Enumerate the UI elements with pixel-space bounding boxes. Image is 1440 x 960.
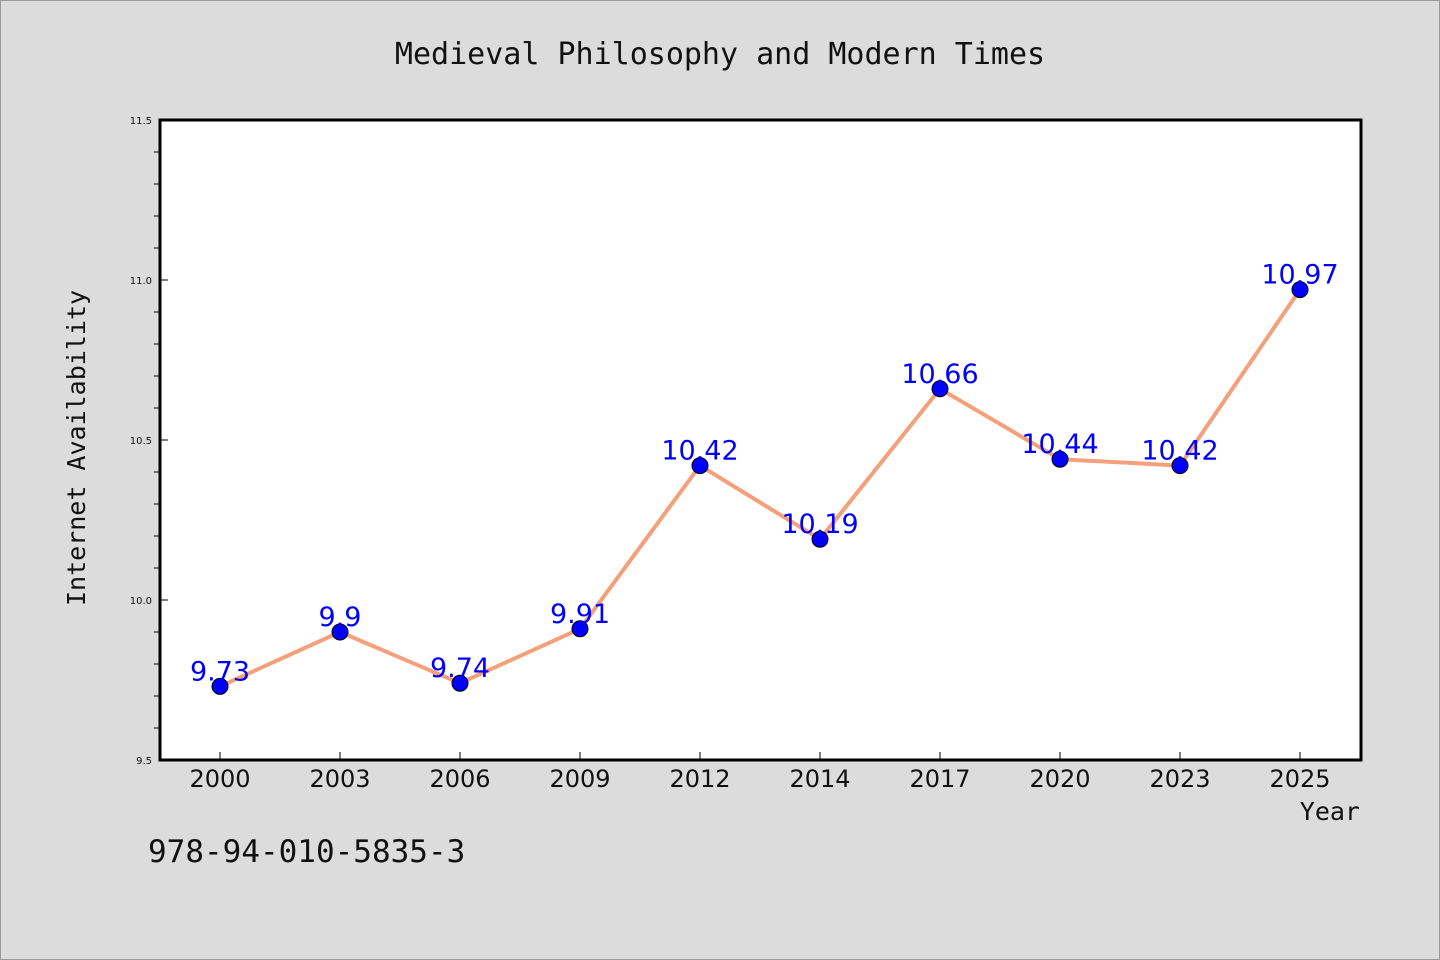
data-label: 9.9 (319, 602, 362, 633)
data-label: 10.66 (901, 359, 978, 390)
x-tick-label: 2014 (789, 765, 850, 793)
y-axis: 9.5 10.0 10.5 11.0 11.5 (130, 116, 168, 767)
y-tick-label: 9.5 (136, 756, 152, 767)
y-tick-label: 11.5 (130, 116, 152, 127)
data-point (451, 674, 469, 692)
x-tick-label: 2000 (189, 765, 250, 793)
x-tick-label: 2017 (909, 765, 970, 793)
data-point (811, 530, 829, 548)
data-point (1051, 450, 1069, 468)
plot-area (158, 118, 1363, 762)
data-label: 10.19 (781, 509, 858, 540)
data-point (211, 677, 229, 695)
data-label: 9.74 (430, 653, 490, 684)
data-point (1291, 281, 1309, 299)
data-point (691, 457, 709, 475)
data-label: 9.73 (190, 656, 250, 687)
data-point (571, 620, 589, 638)
x-tick-label: 2020 (1029, 765, 1090, 793)
y-tick-label: 10.5 (130, 436, 152, 447)
data-point (1171, 457, 1189, 475)
data-label: 10.44 (1021, 429, 1098, 460)
data-point (931, 380, 949, 398)
data-label: 9.91 (550, 599, 610, 630)
x-tick-label: 2006 (429, 765, 490, 793)
data-label: 10.42 (661, 436, 738, 467)
data-label: 10.97 (1261, 260, 1338, 291)
x-tick-label: 2003 (309, 765, 370, 793)
isbn-text: 978-94-010-5835-3 (148, 834, 466, 870)
x-tick-label: 2023 (1149, 765, 1210, 793)
x-tick-label: 2012 (669, 765, 730, 793)
y-tick-label: 11.0 (130, 276, 152, 287)
series-line (219, 288, 1302, 689)
x-tick-label: 2009 (549, 765, 610, 793)
data-label: 10.42 (1141, 436, 1218, 467)
chart-title: Medieval Philosophy and Modern Times (395, 37, 1045, 72)
data-series: 9.73 9.9 9.74 9.91 10.42 10.19 10.66 10.44 10.42… (190, 260, 1339, 695)
data-point (331, 623, 349, 641)
x-axis-label: Year (1300, 797, 1360, 826)
y-axis-label: Internet Availability (62, 290, 91, 606)
y-tick-label: 10.0 (130, 596, 152, 607)
x-axis: 2000 2003 2006 2009 2012 2014 2017 2020 2023 2025 (189, 752, 1331, 793)
x-tick-label: 2025 (1269, 765, 1330, 793)
